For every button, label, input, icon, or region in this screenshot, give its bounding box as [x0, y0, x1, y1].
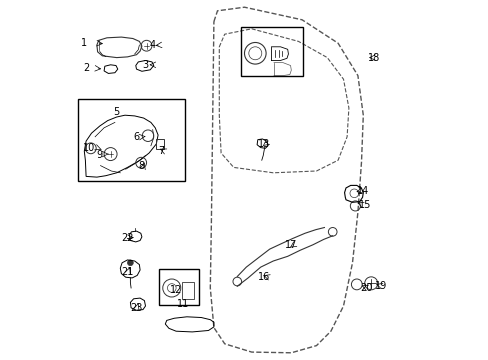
Bar — [78, 99, 185, 181]
Bar — [159, 269, 199, 305]
Text: 10: 10 — [82, 143, 95, 153]
Text: 16: 16 — [258, 272, 270, 282]
Text: 23: 23 — [130, 303, 142, 313]
Text: 18: 18 — [367, 53, 380, 63]
Bar — [241, 27, 302, 76]
Text: 8: 8 — [139, 161, 144, 171]
Text: 2: 2 — [83, 63, 89, 73]
Circle shape — [127, 260, 133, 266]
Text: 14: 14 — [356, 186, 368, 196]
Text: 21: 21 — [121, 267, 133, 277]
Text: 4: 4 — [149, 40, 156, 50]
Text: 3: 3 — [142, 60, 148, 70]
Bar — [182, 282, 194, 299]
Text: 13: 13 — [258, 139, 270, 149]
Text: 20: 20 — [360, 283, 372, 293]
Text: 11: 11 — [177, 299, 189, 309]
Text: 7: 7 — [158, 146, 164, 156]
Text: 5: 5 — [113, 107, 120, 117]
Text: 1: 1 — [81, 38, 87, 48]
Text: 17: 17 — [285, 240, 297, 250]
Text: 9: 9 — [97, 150, 102, 160]
Text: 19: 19 — [374, 281, 386, 291]
Text: 15: 15 — [358, 200, 370, 210]
Text: 6: 6 — [133, 132, 139, 142]
Text: 12: 12 — [169, 285, 182, 295]
Bar — [156, 139, 164, 149]
Text: 22: 22 — [121, 233, 134, 243]
